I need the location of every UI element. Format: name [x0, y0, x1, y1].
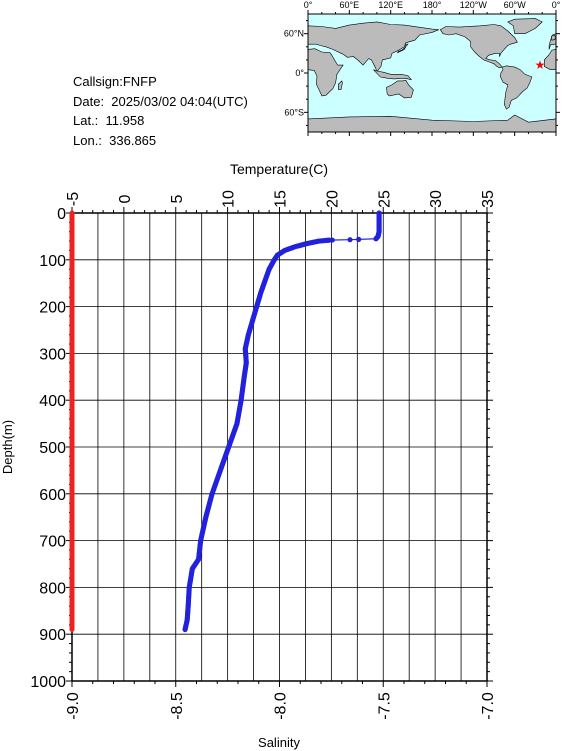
depth-tick-label: 100 [39, 253, 66, 270]
africa-west-land [543, 49, 557, 70]
map-lon-label: 120°E [378, 0, 403, 10]
depth-tick-label: 200 [39, 300, 66, 317]
map-lon-label: 120°W [460, 0, 488, 10]
indonesia-land [373, 69, 413, 81]
map-labels: 0° 60°E 120°E 180° 120°W 60°W 0° 60°N 0° 60°S [284, 0, 561, 117]
salinity-tick-label: -8.0 [273, 692, 290, 720]
eurasia-land [307, 21, 440, 73]
temperature-axis-label: Temperature(C) [230, 161, 328, 177]
map-lon-label: 0° [304, 0, 313, 10]
madagascar-land [337, 80, 343, 90]
longitude-text: Lon.: 336.865 [73, 132, 157, 148]
station-marker-icon: ★ [535, 58, 546, 72]
depth-tick-label: 800 [39, 580, 66, 597]
salinity-tick-label: -9.0 [65, 692, 82, 720]
map-lat-label: 60°S [284, 107, 304, 117]
salinity-tick-label: -7.0 [480, 692, 497, 720]
australia-land [386, 79, 414, 99]
profile-chart: -5 0 5 10 15 20 25 30 35 -9.0 -8.5 -8.0 -7.5 -7.0 01… [0, 161, 497, 750]
greenland-land [507, 18, 543, 35]
temperature-tick-label: 0 [117, 194, 134, 203]
temperature-point [373, 236, 379, 242]
station-info: Callsign:FNFP Date: 2025/03/02 04:04(UTC… [73, 72, 248, 150]
temperature-tick-label: 10 [221, 190, 238, 208]
salinity-tick-labels: -9.0 -8.5 -8.0 -7.5 -7.0 [65, 692, 497, 720]
depth-tick-label: 500 [39, 440, 66, 457]
map-lon-label: 180° [423, 0, 442, 10]
africa-land [307, 48, 344, 97]
uk-land [550, 34, 557, 41]
date-text: Date: 2025/03/02 04:04(UTC) [73, 93, 248, 109]
data-series [69, 210, 382, 633]
salinity-tick-label: -7.5 [376, 692, 393, 720]
map-lon-label: 0° [552, 0, 561, 10]
depth-tick-label: 0 [57, 206, 66, 223]
south-america-land [499, 65, 533, 110]
temperature-point [182, 626, 188, 633]
depth-tick-label: 600 [39, 487, 66, 504]
map-ticks [304, 10, 560, 136]
map-lat-label: 60°N [284, 29, 304, 39]
world-map: 0° 60°E 120°E 180° 120°W 60°W 0° 60°N 0° 60°S ★ [284, 0, 561, 136]
north-america-land [439, 24, 518, 69]
callsign-text: Callsign:FNFP [73, 74, 157, 89]
temperature-tick-labels: -5 0 5 10 15 20 25 30 35 [65, 190, 497, 208]
temperature-point [356, 236, 362, 242]
depth-axis-label: Depth(m) [0, 420, 15, 474]
map-land [307, 18, 557, 133]
salinity-axis-label: Salinity [258, 735, 300, 750]
depth-tick-label: 700 [39, 534, 66, 551]
japan-land [396, 43, 409, 54]
temperature-tick-label: 35 [480, 190, 497, 208]
map-lon-label: 60°E [340, 0, 360, 10]
temperature-tick-label: -5 [65, 192, 82, 206]
map-lat-label: 0° [295, 68, 304, 78]
temperature-point [347, 237, 353, 243]
depth-tick-label: 900 [39, 627, 66, 644]
depth-tick-labels: 0 100 200 300 400 500 600 700 800 900 1000 [30, 206, 66, 691]
salinity-tick-label: -8.5 [169, 692, 186, 720]
depth-tick-label: 300 [39, 346, 66, 363]
map-lon-label: 60°W [504, 0, 527, 10]
temperature-tick-label: 30 [428, 190, 445, 208]
temperature-tick-label: 15 [273, 190, 290, 208]
depth-tick-label: 1000 [30, 674, 66, 691]
depth-tick-label: 400 [39, 393, 66, 410]
temperature-tick-label: 25 [376, 190, 393, 208]
latitude-text: Lat.: 11.958 [73, 113, 145, 128]
temperature-tick-label: 20 [324, 190, 341, 208]
temperature-tick-label: 5 [169, 194, 186, 203]
